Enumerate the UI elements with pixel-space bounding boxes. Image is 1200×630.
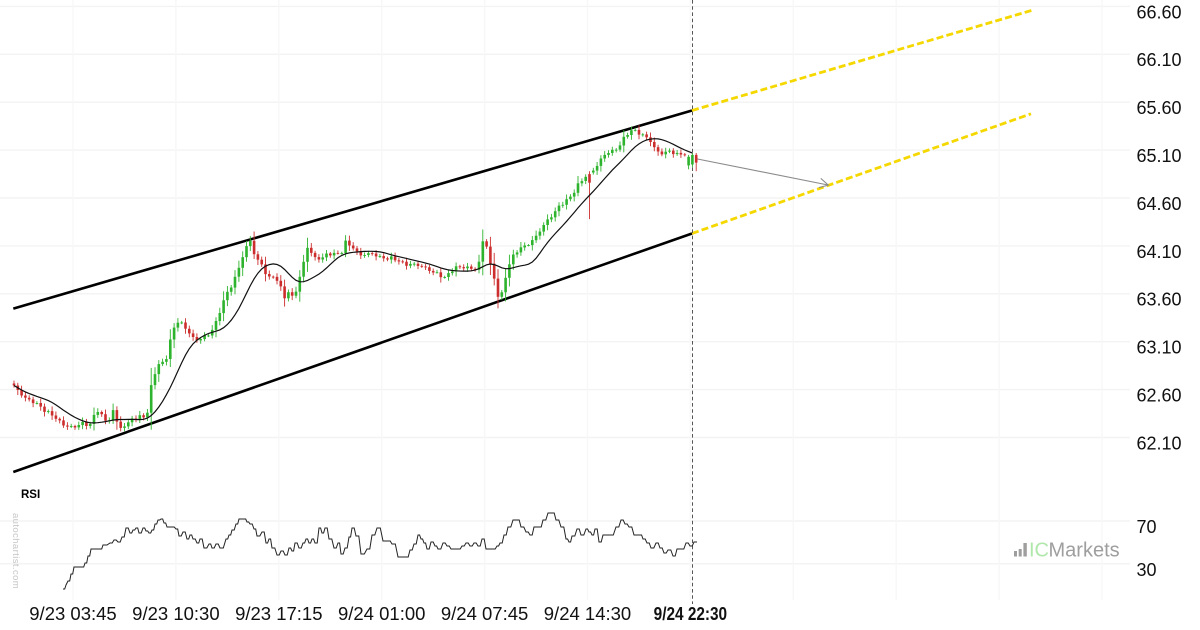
- svg-text:autochartist.com: autochartist.com: [10, 513, 21, 589]
- svg-text:65.10: 65.10: [1137, 146, 1182, 166]
- svg-text:IC: IC: [1029, 540, 1049, 562]
- svg-text:9/24 22:30: 9/24 22:30: [654, 604, 727, 625]
- svg-text:62.60: 62.60: [1137, 386, 1182, 406]
- svg-text:9/23 17:15: 9/23 17:15: [235, 603, 322, 624]
- svg-text:62.10: 62.10: [1137, 433, 1182, 453]
- svg-text:9/23 10:30: 9/23 10:30: [132, 603, 219, 624]
- svg-text:30: 30: [1137, 560, 1157, 580]
- svg-text:9/24 07:45: 9/24 07:45: [441, 603, 528, 624]
- svg-text:66.60: 66.60: [1137, 2, 1182, 22]
- svg-text:64.60: 64.60: [1137, 194, 1182, 214]
- svg-text:66.10: 66.10: [1137, 50, 1182, 70]
- svg-text:Markets: Markets: [1049, 540, 1120, 562]
- svg-text:9/23 03:45: 9/23 03:45: [29, 603, 116, 624]
- svg-text:63.10: 63.10: [1137, 338, 1182, 358]
- svg-text:63.60: 63.60: [1137, 290, 1182, 310]
- svg-text:9/24 01:00: 9/24 01:00: [338, 603, 425, 624]
- svg-text:64.10: 64.10: [1137, 242, 1182, 262]
- svg-text:RSI: RSI: [21, 489, 40, 501]
- svg-text:70: 70: [1137, 517, 1157, 537]
- svg-text:65.60: 65.60: [1137, 98, 1182, 118]
- svg-text:9/24 14:30: 9/24 14:30: [544, 603, 631, 624]
